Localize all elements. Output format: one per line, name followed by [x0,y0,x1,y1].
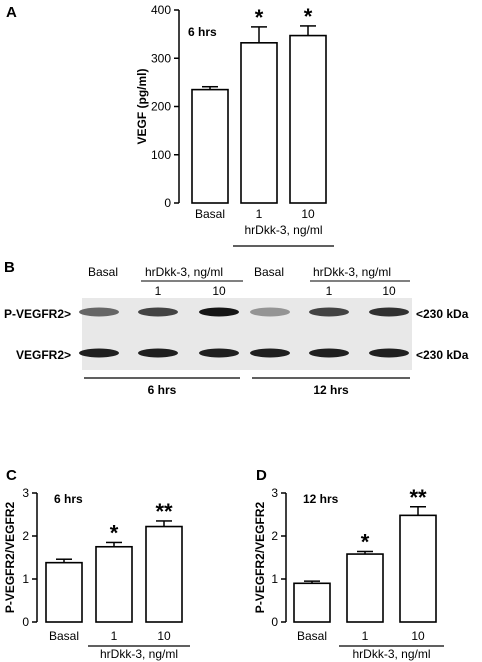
chart-c-y-label: P-VEGFR2/VEGFR2 [3,501,17,613]
chart-d-category-label: Basal [297,629,327,643]
blot-size-marker-1: <230 kDa [416,307,469,321]
blot-header-treatment-2: hrDkk-3, ng/ml [313,265,391,279]
chart-d-category-label: 10 [411,629,425,643]
chart-c-category-label: 1 [111,629,118,643]
chart-d-y-tick-label: 0 [271,615,278,629]
blot-dose-10a: 10 [212,284,226,298]
panel-letter-d: D [256,467,267,484]
chart-a-y-label: VEGF (pg/ml) [135,69,149,145]
panel-letter-c: C [6,467,17,484]
chart-d-y-tick-label: 3 [271,486,278,500]
chart-a-significance: * [304,4,313,29]
chart-c-category-label: 10 [157,629,171,643]
blot-header-treatment-1: hrDkk-3, ng/ml [145,265,223,279]
blot-row-label-vegfr2: VEGFR2> [16,348,71,362]
panel-letter-a: A [6,4,17,21]
blot-time-label-2: 12 hrs [313,383,349,397]
panel-letter-b: B [4,259,15,276]
chart-d-note: 12 hrs [303,492,339,506]
blot-membrane [82,298,412,370]
blot-dose-10b: 10 [382,284,396,298]
chart-d-significance: ** [409,485,427,510]
chart-c-significance: ** [155,499,173,524]
chart-a-y-tick-label: 300 [151,51,171,65]
blot-band-vegfr2 [369,348,409,358]
blot-band-p-vegfr2 [79,307,119,317]
chart-c: 0 1 2 3 P-VEGFR2/VEGFR2 Basal * 1 ** 10 hrDkk-3, n… [3,486,190,661]
chart-c-group-label: hrDkk-3, ng/ml [100,647,178,661]
blot-size-marker-2: <230 kDa [416,348,469,362]
chart-c-significance: * [110,520,119,545]
chart-d-y-tick-label: 1 [271,572,278,586]
chart-a-y-tick-label: 100 [151,148,171,162]
blot-band-vegfr2 [250,348,290,358]
chart-c-y-tick-label: 0 [22,615,29,629]
blot-header-basal-1: Basal [88,265,118,279]
blot-band-p-vegfr2 [250,307,290,317]
blot-band-p-vegfr2 [309,307,349,317]
chart-c-y-tick-label: 2 [22,529,29,543]
blot-band-vegfr2 [309,348,349,358]
chart-a: 0 100 200 300 400 VEGF (pg/ml) Basal * 1 * 10 hrDkk… [135,3,334,247]
blot-bands [79,307,409,358]
chart-a-bar [191,88,229,204]
chart-c-bar [45,561,83,623]
blot-dose-1b: 1 [326,284,333,298]
chart-c-category-label: Basal [49,629,79,643]
blot-header-basal-2: Basal [254,265,284,279]
chart-c-bar [145,525,183,623]
chart-d-category-label: 1 [362,629,369,643]
chart-a-category-label: 1 [256,207,263,221]
chart-d-y-label: P-VEGFR2/VEGFR2 [253,501,267,613]
chart-d-bar [293,582,331,623]
western-blot: Basal hrDkk-3, ng/ml Basal hrDkk-3, ng/m… [4,265,469,397]
chart-c-y-tick-label: 1 [22,572,29,586]
chart-a-note: 6 hrs [188,25,217,39]
chart-d-significance: * [361,529,370,554]
chart-a-group-label: hrDkk-3, ng/ml [244,223,322,237]
blot-time-label-1: 6 hrs [148,383,177,397]
chart-a-y-tick-label: 200 [151,100,171,114]
chart-c-y-tick-label: 3 [22,486,29,500]
chart-d-bar [346,553,384,623]
blot-band-p-vegfr2 [138,307,178,317]
chart-d-y-tick-label: 2 [271,529,278,543]
chart-a-category-label: 10 [301,207,315,221]
chart-c-note: 6 hrs [54,492,83,506]
chart-d-bar [399,514,437,623]
blot-band-p-vegfr2 [199,307,239,317]
blot-band-p-vegfr2 [369,307,409,317]
chart-a-bar [289,34,327,204]
chart-a-y-tick-label: 400 [151,3,171,17]
chart-a-bar [240,42,278,204]
chart-a-category-label: Basal [195,207,225,221]
chart-c-bar [95,545,133,623]
blot-band-vegfr2 [199,348,239,358]
chart-a-significance: * [255,5,264,30]
blot-row-label-p-vegfr2: P-VEGFR2> [4,307,71,321]
chart-d-group-label: hrDkk-3, ng/ml [352,647,430,661]
blot-band-vegfr2 [79,348,119,358]
blot-dose-1a: 1 [155,284,162,298]
chart-a-y-tick-label: 0 [164,196,171,210]
chart-d: 0 1 2 3 P-VEGFR2/VEGFR2 Basal * 1 ** 10 hrDkk-3, n… [253,485,444,661]
blot-band-vegfr2 [138,348,178,358]
